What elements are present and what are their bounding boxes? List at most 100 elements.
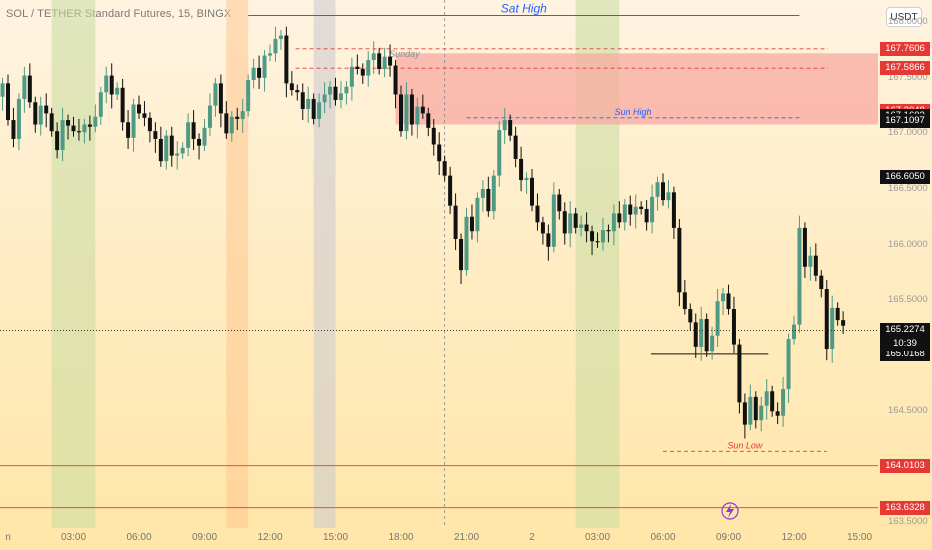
candle-19 xyxy=(87,124,92,127)
candle-152 xyxy=(813,255,818,276)
candle-91 xyxy=(480,188,485,198)
candle-49 xyxy=(251,67,256,81)
candle-22 xyxy=(104,75,109,93)
candle-23 xyxy=(109,75,114,95)
candle-157 xyxy=(841,320,846,326)
candle-31 xyxy=(153,131,158,139)
candle-17 xyxy=(76,131,81,133)
candle-139 xyxy=(742,402,747,425)
candle-66 xyxy=(344,86,349,94)
candle-60 xyxy=(311,98,316,119)
candle-101 xyxy=(535,205,540,223)
candle-36 xyxy=(180,147,185,154)
candle-81 xyxy=(426,113,431,128)
candle-34 xyxy=(169,135,174,156)
candle-15 xyxy=(66,120,71,126)
candle-125 xyxy=(666,192,671,201)
annotation-label-2: Sun High xyxy=(614,107,651,117)
candle-26 xyxy=(126,122,131,138)
price-tick-167.0000: 167.0000 xyxy=(888,127,928,139)
candle-58 xyxy=(300,92,305,109)
candle-57 xyxy=(295,90,300,93)
session-band-1 xyxy=(226,0,249,528)
countdown-label: 10:39 xyxy=(880,337,930,352)
candle-40 xyxy=(202,127,207,146)
candle-83 xyxy=(437,144,442,162)
candle-55 xyxy=(284,35,289,84)
candle-71 xyxy=(371,53,376,61)
currency-button[interactable]: USDT xyxy=(886,7,922,27)
candle-24 xyxy=(115,87,120,95)
candle-140 xyxy=(748,396,753,425)
resistance-zone xyxy=(395,53,878,125)
candle-39 xyxy=(197,138,202,146)
price-label-167.1097: 167.1097 xyxy=(880,114,930,129)
candle-89 xyxy=(469,216,474,232)
candle-42 xyxy=(213,83,218,106)
time-tick-03:00: 03:00 xyxy=(584,532,611,543)
candle-29 xyxy=(142,113,147,118)
annotation-label-3: Sun Low xyxy=(727,440,763,450)
price-label-164.0103: 164.0103 xyxy=(880,458,930,473)
candle-76 xyxy=(399,94,403,132)
candle-115 xyxy=(611,213,616,232)
candle-100 xyxy=(530,177,534,206)
candle-112 xyxy=(595,241,600,243)
candle-51 xyxy=(262,55,267,78)
time-tick-18:00: 18:00 xyxy=(388,532,414,543)
candle-25 xyxy=(120,87,125,123)
candle-48 xyxy=(246,80,251,112)
candle-50 xyxy=(257,67,262,78)
candle-12 xyxy=(49,113,54,132)
candle-93 xyxy=(491,175,496,212)
candle-32 xyxy=(158,138,163,162)
candle-67 xyxy=(349,66,354,87)
candle-7 xyxy=(22,75,27,99)
price-tick-166.0000: 166.0000 xyxy=(888,238,928,250)
candle-21 xyxy=(98,92,103,117)
candle-86 xyxy=(453,205,458,239)
candle-4 xyxy=(6,83,10,121)
candle-45 xyxy=(229,116,234,134)
candle-94 xyxy=(497,130,502,176)
candle-145 xyxy=(775,411,780,416)
candle-8 xyxy=(27,75,32,103)
candle-110 xyxy=(584,224,589,232)
candle-109 xyxy=(579,224,584,228)
candle-62 xyxy=(322,94,327,103)
price-label-167.7606: 167.7606 xyxy=(880,41,930,56)
candle-155 xyxy=(830,307,835,350)
candle-95 xyxy=(502,120,507,131)
time-tick-06:00: 06:00 xyxy=(650,532,676,543)
candle-135 xyxy=(721,293,726,302)
candle-75 xyxy=(393,65,398,95)
candle-11 xyxy=(44,105,49,114)
candle-138 xyxy=(737,344,742,403)
candle-98 xyxy=(519,158,524,181)
candle-143 xyxy=(764,391,769,406)
candle-151 xyxy=(808,255,813,267)
candle-127 xyxy=(677,227,682,293)
candle-106 xyxy=(562,211,567,234)
candle-59 xyxy=(306,98,311,109)
candle-129 xyxy=(688,309,693,323)
candle-37 xyxy=(186,122,191,148)
candle-41 xyxy=(207,105,212,128)
candle-78 xyxy=(409,94,414,125)
candle-142 xyxy=(759,405,764,421)
candle-104 xyxy=(551,194,556,247)
time-tick-2: 2 xyxy=(529,532,535,543)
candle-97 xyxy=(513,135,518,159)
candle-18 xyxy=(82,124,87,133)
candle-141 xyxy=(753,396,758,421)
candle-102 xyxy=(540,222,545,234)
candle-84 xyxy=(442,161,447,176)
annotation-label-1: Sunday xyxy=(389,49,420,59)
candle-13 xyxy=(55,131,60,151)
candle-119 xyxy=(633,206,638,215)
candle-147 xyxy=(786,339,791,390)
candle-27 xyxy=(131,104,136,138)
candle-92 xyxy=(486,188,491,212)
